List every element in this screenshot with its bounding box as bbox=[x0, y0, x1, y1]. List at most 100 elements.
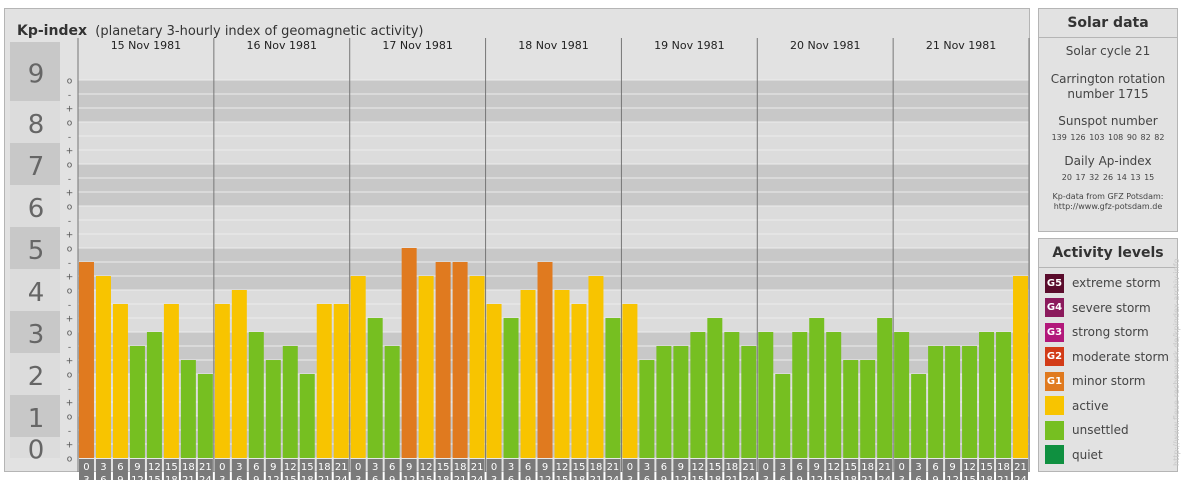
activity-level-quiet: quiet bbox=[1045, 445, 1103, 465]
sub-tick-label: - bbox=[68, 91, 71, 101]
gfz-credit-link[interactable]: http://www.gfz-potsdam.de bbox=[1053, 202, 1163, 211]
hour-end-label: 3 bbox=[491, 475, 497, 480]
activity-level-severe-storm: G4 severe storm bbox=[1045, 298, 1151, 318]
sub-tick-label: - bbox=[68, 385, 71, 395]
activity-level-label: extreme storm bbox=[1072, 276, 1161, 290]
hour-end-label: 15 bbox=[420, 475, 433, 480]
hour-end-label: 18 bbox=[708, 475, 721, 480]
hour-start-label: 9 bbox=[406, 462, 412, 473]
y-tick-label: 4 bbox=[28, 278, 45, 308]
kp-bar bbox=[146, 332, 162, 458]
hour-cell bbox=[214, 459, 230, 480]
hour-start-label: 3 bbox=[372, 462, 378, 473]
hour-start-label: 0 bbox=[627, 462, 633, 473]
y-tick-label: 3 bbox=[28, 320, 45, 350]
kp-bar bbox=[316, 303, 332, 458]
hour-cell bbox=[146, 459, 162, 480]
kp-bar bbox=[571, 303, 587, 458]
ap-index-title: Daily Ap-index bbox=[1064, 154, 1152, 168]
hour-start-label: 0 bbox=[83, 462, 89, 473]
hour-end-label: 15 bbox=[148, 475, 161, 480]
hour-start-label: 3 bbox=[508, 462, 514, 473]
hour-cell bbox=[809, 459, 825, 480]
hour-cell bbox=[826, 459, 842, 480]
hour-end-label: 18 bbox=[301, 475, 314, 480]
day-label: 17 Nov 1981 bbox=[382, 39, 452, 52]
hour-cell bbox=[979, 459, 995, 480]
hour-cell bbox=[860, 459, 876, 480]
hour-end-label: 6 bbox=[236, 475, 242, 480]
sub-tick-label: + bbox=[66, 399, 74, 409]
sub-tick-label: - bbox=[68, 427, 71, 437]
hour-end-label: 24 bbox=[1014, 475, 1027, 480]
activity-level-label: quiet bbox=[1072, 447, 1103, 462]
chart-title: Kp-index bbox=[17, 23, 87, 39]
sunspot-title: Sunspot number bbox=[1058, 114, 1158, 128]
sub-tick-label: + bbox=[66, 231, 74, 241]
hour-start-label: 15 bbox=[301, 462, 314, 473]
y-axis-cell bbox=[10, 42, 60, 101]
activity-level-label: active bbox=[1072, 398, 1109, 413]
activity-levels-panel: Activity levels G5 extreme storm G4 severe … bbox=[1038, 238, 1178, 472]
hour-start-label: 12 bbox=[148, 462, 161, 473]
sub-tick-label: o bbox=[67, 161, 73, 171]
kp-bar bbox=[486, 303, 502, 458]
hour-start-label: 15 bbox=[708, 462, 721, 473]
y-axis-cell bbox=[10, 437, 60, 458]
hour-start-label: 0 bbox=[355, 462, 361, 473]
sub-tick-label: - bbox=[68, 217, 71, 227]
kp-bar bbox=[452, 261, 468, 458]
hour-end-label: 3 bbox=[83, 475, 89, 480]
day-label: 15 Nov 1981 bbox=[111, 39, 181, 52]
kp-bar bbox=[248, 332, 264, 458]
kp-bar bbox=[843, 360, 859, 458]
hour-end-label: 18 bbox=[844, 475, 857, 480]
hour-start-label: 6 bbox=[525, 462, 531, 473]
y-axis-cell bbox=[10, 227, 60, 269]
hour-end-label: 3 bbox=[219, 475, 225, 480]
y-tick-label: 2 bbox=[28, 362, 45, 392]
sub-tick-label: + bbox=[66, 105, 74, 115]
hour-end-label: 6 bbox=[100, 475, 106, 480]
hour-cell bbox=[299, 459, 315, 480]
activity-level-swatch: G2 bbox=[1045, 347, 1064, 366]
hour-start-label: 6 bbox=[661, 462, 667, 473]
vertical-credit: http://www.fleue-rechenwerk.de/kpindex-a… bbox=[1172, 258, 1181, 466]
hour-cell bbox=[520, 459, 536, 480]
sub-tick-label: + bbox=[66, 147, 74, 157]
hour-cell bbox=[894, 459, 910, 480]
hour-end-label: 24 bbox=[607, 475, 620, 480]
hour-start-label: 21 bbox=[878, 462, 891, 473]
kp-bar bbox=[299, 374, 315, 458]
activity-level-unsettled: unsettled bbox=[1045, 420, 1129, 440]
hour-cell bbox=[129, 459, 145, 480]
hour-cell bbox=[197, 459, 213, 480]
hour-cell bbox=[877, 459, 893, 480]
hour-cell bbox=[605, 459, 621, 480]
hour-end-label: 15 bbox=[556, 475, 569, 480]
hour-cell bbox=[265, 459, 281, 480]
hour-cell bbox=[945, 459, 961, 480]
hour-start-label: 3 bbox=[644, 462, 650, 473]
sub-tick-column bbox=[61, 38, 78, 458]
hour-start-label: 12 bbox=[827, 462, 840, 473]
hour-cell bbox=[673, 459, 689, 480]
hour-end-label: 3 bbox=[763, 475, 769, 480]
kp-bar bbox=[996, 332, 1012, 458]
hour-start-label: 3 bbox=[915, 462, 921, 473]
hour-end-label: 18 bbox=[437, 475, 450, 480]
y-axis-cell bbox=[10, 353, 60, 395]
kp-bar bbox=[520, 290, 536, 458]
hour-cell bbox=[231, 459, 247, 480]
hour-end-label: 21 bbox=[997, 475, 1010, 480]
hour-cell bbox=[333, 459, 349, 480]
hour-end-label: 9 bbox=[932, 475, 938, 480]
hour-cell bbox=[112, 459, 128, 480]
activity-level-minor-storm: G1 minor storm bbox=[1045, 371, 1145, 391]
hour-end-label: 24 bbox=[742, 475, 755, 480]
activity-level-swatch: G5 bbox=[1045, 273, 1064, 293]
activity-level-strong-storm: G3 strong storm bbox=[1045, 322, 1149, 342]
activity-levels-title: Activity levels bbox=[1039, 239, 1177, 268]
sub-tick-label: - bbox=[68, 175, 71, 185]
y-axis-cell bbox=[10, 101, 60, 143]
